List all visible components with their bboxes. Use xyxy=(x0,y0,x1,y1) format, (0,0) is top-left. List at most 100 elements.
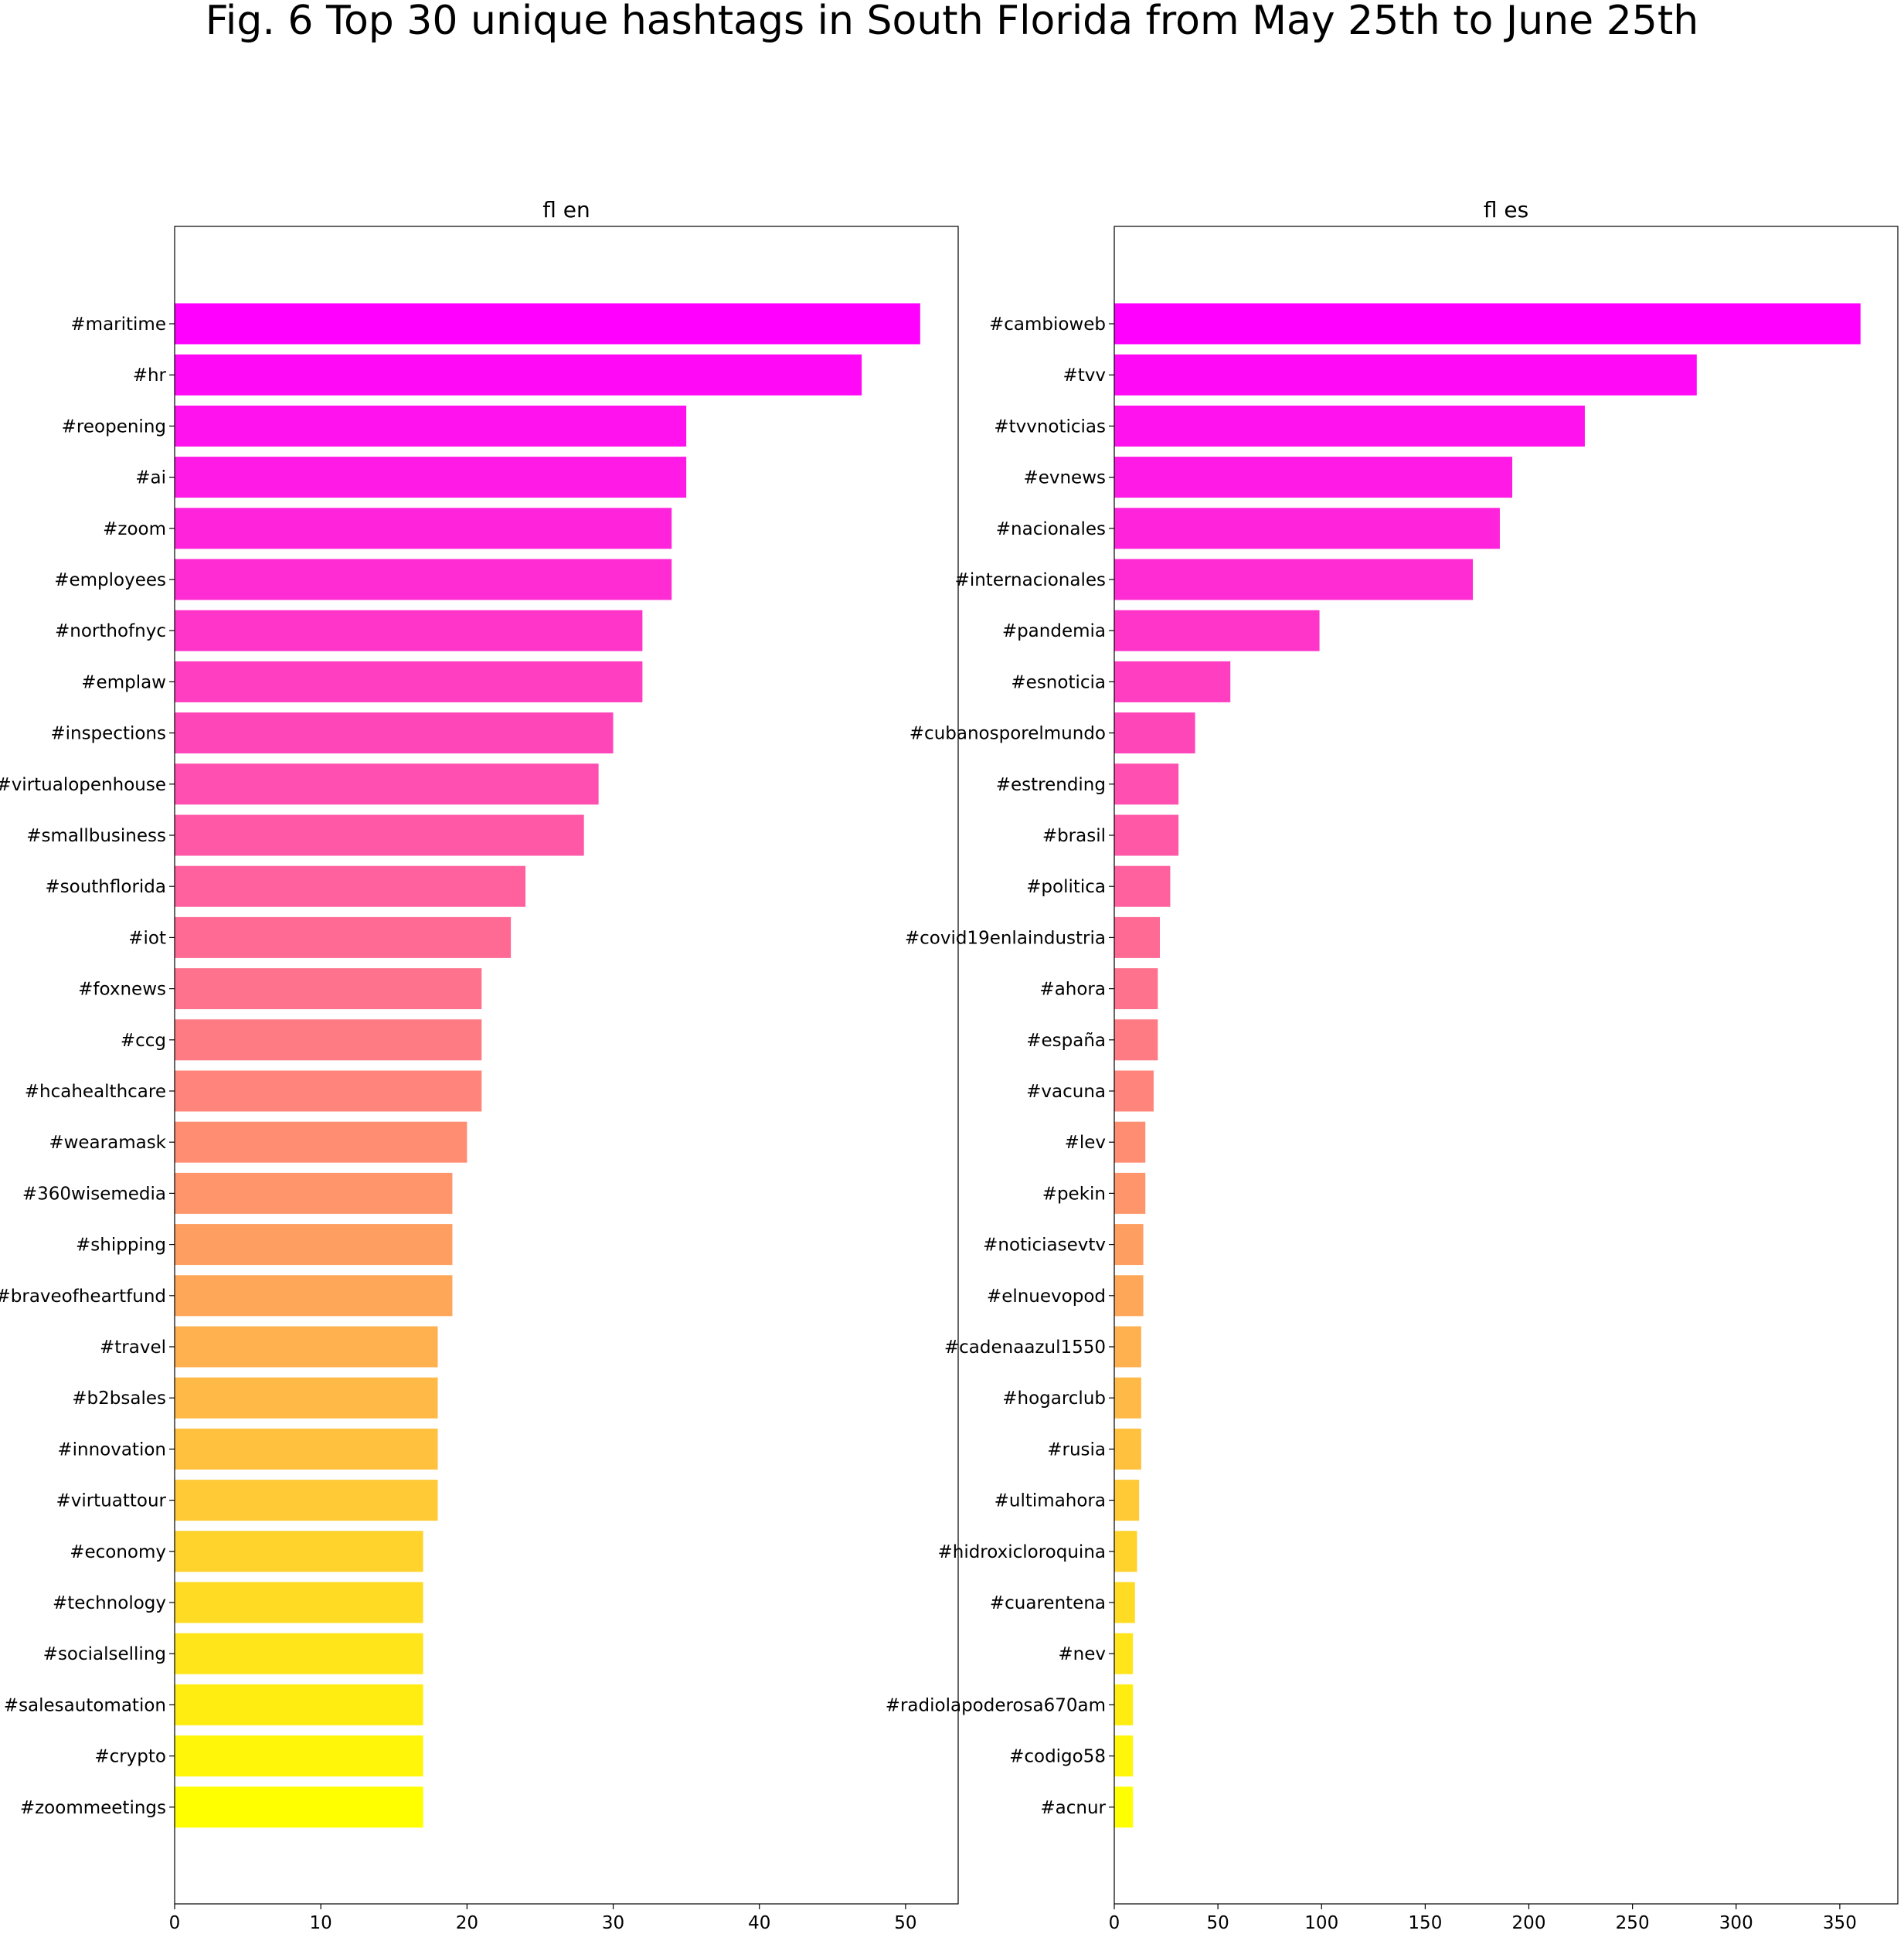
bar-fl-es-15 xyxy=(1114,1070,1154,1112)
category-label-fl-en-4: #zoom xyxy=(103,519,166,539)
bar-fl-en-29 xyxy=(175,1786,423,1828)
category-label-fl-es-25: #cuarentena xyxy=(990,1593,1106,1613)
figure-title: Fig. 6 Top 30 unique hashtags in South F… xyxy=(206,0,1698,44)
x-tick-label-fl-es-7: 350 xyxy=(1823,1913,1857,1933)
x-tick-label-fl-en-1: 10 xyxy=(310,1913,332,1933)
x-tick-label-fl-es-2: 100 xyxy=(1304,1913,1338,1933)
x-tick-label-fl-en-4: 40 xyxy=(748,1913,770,1933)
bar-fl-en-4 xyxy=(175,508,672,549)
bar-fl-es-7 xyxy=(1114,661,1231,702)
bar-fl-es-8 xyxy=(1114,712,1195,754)
bar-fl-es-0 xyxy=(1114,303,1861,345)
category-label-fl-en-24: #economy xyxy=(70,1542,166,1562)
bar-fl-es-19 xyxy=(1114,1275,1144,1317)
category-label-fl-es-14: #españa xyxy=(1026,1031,1106,1051)
category-label-fl-es-4: #nacionales xyxy=(996,519,1106,539)
bar-fl-es-12 xyxy=(1114,916,1161,958)
bar-fl-en-0 xyxy=(175,303,920,345)
bar-fl-en-3 xyxy=(175,457,687,498)
category-label-fl-en-29: #zoommeetings xyxy=(20,1798,166,1818)
x-tick-label-fl-es-6: 300 xyxy=(1719,1913,1753,1933)
bar-fl-es-3 xyxy=(1114,457,1513,498)
bar-fl-en-9 xyxy=(175,763,599,805)
category-label-fl-es-26: #nev xyxy=(1058,1644,1106,1664)
bar-fl-en-1 xyxy=(175,354,862,396)
bar-fl-en-28 xyxy=(175,1735,423,1777)
bar-fl-en-12 xyxy=(175,916,512,958)
bar-fl-en-10 xyxy=(175,814,584,856)
category-label-fl-en-8: #inspections xyxy=(50,724,166,744)
bar-fl-en-23 xyxy=(175,1480,438,1521)
category-label-fl-es-0: #cambioweb xyxy=(989,314,1106,335)
bar-fl-en-6 xyxy=(175,610,643,651)
category-label-fl-en-21: #b2bsales xyxy=(72,1388,166,1409)
bar-fl-es-28 xyxy=(1114,1735,1134,1777)
category-label-fl-es-7: #esnoticia xyxy=(1011,672,1106,692)
x-tick-label-fl-en-2: 20 xyxy=(456,1913,478,1933)
bar-fl-es-2 xyxy=(1114,405,1585,447)
x-tick-label-fl-es-0: 0 xyxy=(1109,1913,1120,1933)
bar-fl-en-8 xyxy=(175,712,614,754)
panel-title-fl-en: fl en xyxy=(542,197,590,223)
bar-fl-es-20 xyxy=(1114,1326,1141,1368)
category-label-fl-en-7: #emplaw xyxy=(81,672,166,692)
bar-fl-es-16 xyxy=(1114,1121,1146,1163)
category-label-fl-en-6: #northofnyc xyxy=(55,621,166,641)
category-label-fl-es-8: #cubanosporelmundo xyxy=(910,724,1106,744)
category-label-fl-en-18: #shipping xyxy=(76,1236,166,1256)
x-tick-label-fl-es-5: 250 xyxy=(1616,1913,1650,1933)
bar-fl-es-22 xyxy=(1114,1428,1141,1470)
category-label-fl-en-2: #reopening xyxy=(62,416,166,437)
category-label-fl-en-0: #maritime xyxy=(70,314,166,335)
bar-fl-es-18 xyxy=(1114,1224,1144,1266)
axes-frame-fl-en xyxy=(174,226,959,1905)
category-label-fl-es-23: #ultimahora xyxy=(994,1491,1106,1511)
category-label-fl-en-13: #foxnews xyxy=(78,980,166,1000)
category-label-fl-es-29: #acnur xyxy=(1040,1798,1106,1818)
bar-fl-es-6 xyxy=(1114,610,1320,651)
category-label-fl-es-18: #noticiasevtv xyxy=(983,1236,1106,1256)
category-label-fl-en-10: #smallbusiness xyxy=(26,826,166,846)
bar-fl-en-16 xyxy=(175,1121,468,1163)
category-label-fl-es-10: #brasil xyxy=(1042,826,1106,846)
bar-fl-en-17 xyxy=(175,1172,453,1214)
category-label-fl-es-1: #tvv xyxy=(1062,365,1106,386)
bar-fl-en-24 xyxy=(175,1531,423,1572)
bar-fl-en-27 xyxy=(175,1684,423,1725)
bar-fl-es-1 xyxy=(1114,354,1697,396)
bar-fl-es-11 xyxy=(1114,865,1171,907)
category-label-fl-en-12: #iot xyxy=(128,928,166,948)
bar-fl-es-14 xyxy=(1114,1019,1158,1061)
axes-frame-fl-es xyxy=(1114,226,1899,1905)
x-tick-label-fl-es-1: 50 xyxy=(1206,1913,1229,1933)
category-label-fl-en-11: #southflorida xyxy=(45,877,166,897)
category-label-fl-es-13: #ahora xyxy=(1039,980,1106,1000)
category-label-fl-es-27: #radiolapoderosa670am xyxy=(886,1695,1106,1715)
category-label-fl-en-20: #travel xyxy=(100,1337,166,1358)
bar-fl-en-14 xyxy=(175,1019,482,1061)
x-tick-label-fl-en-0: 0 xyxy=(169,1913,181,1933)
category-label-fl-en-23: #virtuattour xyxy=(56,1491,166,1511)
category-label-fl-en-19: #braveofheartfund xyxy=(0,1287,166,1307)
category-label-fl-es-28: #codigo58 xyxy=(1009,1747,1106,1767)
bar-fl-en-18 xyxy=(175,1224,453,1266)
category-label-fl-es-12: #covid19enlaindustria xyxy=(905,928,1106,948)
bar-fl-en-25 xyxy=(175,1582,423,1623)
bar-fl-es-26 xyxy=(1114,1633,1134,1674)
category-label-fl-en-22: #innovation xyxy=(57,1439,166,1460)
bar-fl-es-21 xyxy=(1114,1377,1141,1419)
bar-fl-en-26 xyxy=(175,1633,423,1674)
chart-panel-fl-en: fl en #maritime #hr #reopening #ai #zoom #empl… xyxy=(0,197,959,1933)
category-label-fl-en-16: #wearamask xyxy=(49,1133,166,1153)
category-label-fl-en-25: #technology xyxy=(53,1593,166,1613)
bar-fl-es-5 xyxy=(1114,559,1474,600)
x-tick-label-fl-es-4: 200 xyxy=(1512,1913,1546,1933)
bar-fl-en-22 xyxy=(175,1428,438,1470)
category-label-fl-es-21: #hogarclub xyxy=(1002,1388,1106,1409)
category-label-fl-en-15: #hcahealthcare xyxy=(25,1082,166,1102)
category-label-fl-es-5: #internacionales xyxy=(955,570,1106,590)
category-label-fl-es-6: #pandemia xyxy=(1002,621,1106,641)
bar-fl-es-25 xyxy=(1114,1582,1135,1623)
category-label-fl-en-27: #salesautomation xyxy=(4,1695,166,1715)
